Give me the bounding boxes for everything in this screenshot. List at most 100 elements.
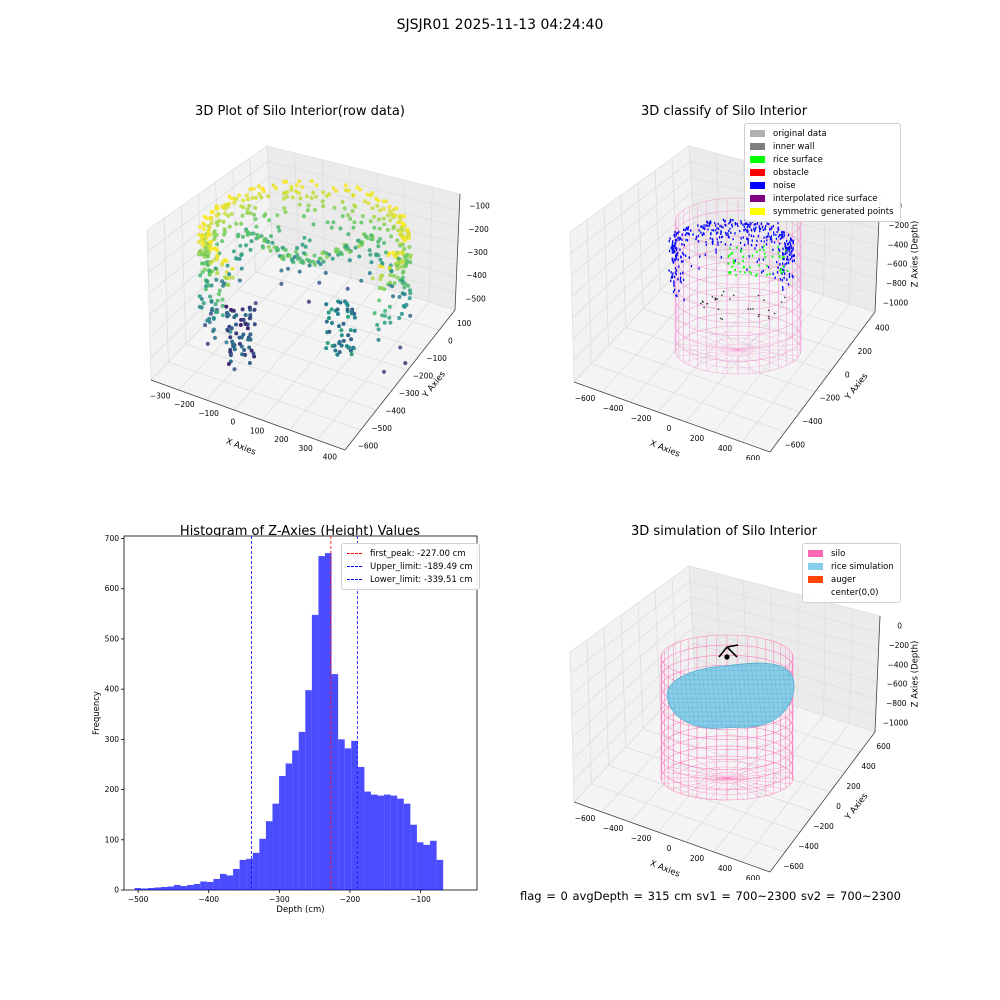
raw-point <box>213 266 218 271</box>
noise-point <box>781 236 783 239</box>
rice-mesh-line <box>705 663 714 729</box>
noise-point <box>790 245 792 248</box>
original-point <box>757 294 760 297</box>
raw-point <box>223 211 228 216</box>
raw-point <box>342 206 347 211</box>
raw-point <box>318 262 323 267</box>
raw-point <box>269 234 273 239</box>
noise-point <box>776 271 779 274</box>
raw-point <box>295 246 299 251</box>
noise-point <box>777 228 780 232</box>
noise-point <box>746 268 748 271</box>
rice-surface-point <box>748 271 751 274</box>
noise-point <box>692 233 694 236</box>
histogram-bar <box>259 838 266 890</box>
raw-point <box>232 343 237 348</box>
raw-point <box>222 227 227 232</box>
noise-point <box>674 242 676 245</box>
noise-point <box>734 223 737 226</box>
y-tick-label: 0 <box>836 802 841 811</box>
raw-point <box>244 193 249 198</box>
rice-surface-point <box>779 269 781 272</box>
noise-point <box>747 239 749 241</box>
raw-point <box>360 214 365 218</box>
noise-point <box>779 233 781 237</box>
raw-point <box>396 251 401 255</box>
legend-line-swatch <box>347 566 362 567</box>
histogram-bar <box>265 821 273 890</box>
raw-point <box>306 299 311 304</box>
legend-label: interpolated rice surface <box>773 193 878 204</box>
noise-point <box>674 258 676 262</box>
x-tick-label: −200 <box>631 414 652 423</box>
y-tick-label: 400 <box>861 762 876 771</box>
noise-point <box>686 239 689 242</box>
noise-point <box>701 233 703 237</box>
noise-point <box>746 223 748 225</box>
raw-point <box>346 232 351 237</box>
z-tick-label: −800 <box>886 279 907 288</box>
x-axis-line <box>150 379 346 451</box>
raw-point <box>239 252 244 257</box>
original-point <box>700 302 702 305</box>
y-tick-label: −200 <box>413 371 434 380</box>
legend-item: Upper_limit: -189.49 cm <box>347 560 473 573</box>
noise-point <box>740 247 743 250</box>
raw-point <box>344 301 349 306</box>
noise-point <box>769 236 772 239</box>
raw-point <box>266 194 271 199</box>
noise-point <box>792 240 794 243</box>
noise-point <box>782 235 784 239</box>
raw-point <box>337 324 341 329</box>
noise-point <box>716 238 718 241</box>
raw-point <box>345 286 350 291</box>
raw-point <box>237 278 242 283</box>
rice-surface-point <box>782 265 785 268</box>
raw-point <box>240 307 245 312</box>
raw-point <box>341 321 346 326</box>
noise-point <box>765 243 768 246</box>
histogram-chart[interactable]: −500 −400 −300 −200 −100 0 100 200 300 400 500 600 7… <box>80 530 490 920</box>
axes-box: −600 −400 −200 0 200 400 600 600 400 200 0 −200 −400… <box>569 565 921 880</box>
raw-3d-plot[interactable]: −300−200−10001002003004001000−100−200−30… <box>130 130 490 460</box>
z-tick-label: −800 <box>886 699 907 708</box>
x-tick-label: −400 <box>603 824 624 833</box>
noise-point <box>705 241 707 244</box>
raw-point <box>220 262 224 267</box>
simulation-3d-plot[interactable]: −600 −400 −200 0 200 400 600 600 400 200 0 −200 −400… <box>555 550 925 880</box>
raw-point <box>348 216 353 221</box>
noise-point <box>782 262 784 265</box>
legend-label: Upper_limit: -189.49 cm <box>370 561 473 572</box>
raw-point <box>227 324 232 329</box>
raw-point <box>355 185 360 190</box>
rice-surface-point <box>764 256 767 259</box>
raw-point <box>402 285 407 290</box>
noise-point <box>770 235 772 238</box>
noise-point <box>746 226 749 229</box>
z-tick-label: −200 <box>888 641 909 650</box>
raw-point <box>347 345 352 350</box>
z-tick-label: −600 <box>887 260 908 269</box>
noise-point <box>671 242 674 246</box>
x-tick-label: −200 <box>340 895 361 904</box>
raw-point <box>346 213 350 218</box>
raw-point <box>311 222 316 227</box>
raw-point <box>377 264 382 269</box>
raw-point <box>382 369 386 374</box>
rice-mesh-line <box>696 663 705 729</box>
raw-point <box>230 339 235 344</box>
noise-point <box>756 239 758 243</box>
z-axis-line <box>454 193 461 311</box>
noise-point <box>712 229 715 232</box>
noise-point <box>773 241 776 244</box>
rice-surface-point <box>727 255 730 258</box>
noise-point <box>670 276 673 279</box>
raw-point <box>372 214 377 219</box>
histogram-bar <box>226 875 234 890</box>
auger-line <box>718 646 728 658</box>
raw-point <box>210 259 215 263</box>
raw-point <box>248 332 253 337</box>
noise-point <box>788 275 791 278</box>
noise-point <box>703 233 705 236</box>
grid-line <box>570 581 691 674</box>
